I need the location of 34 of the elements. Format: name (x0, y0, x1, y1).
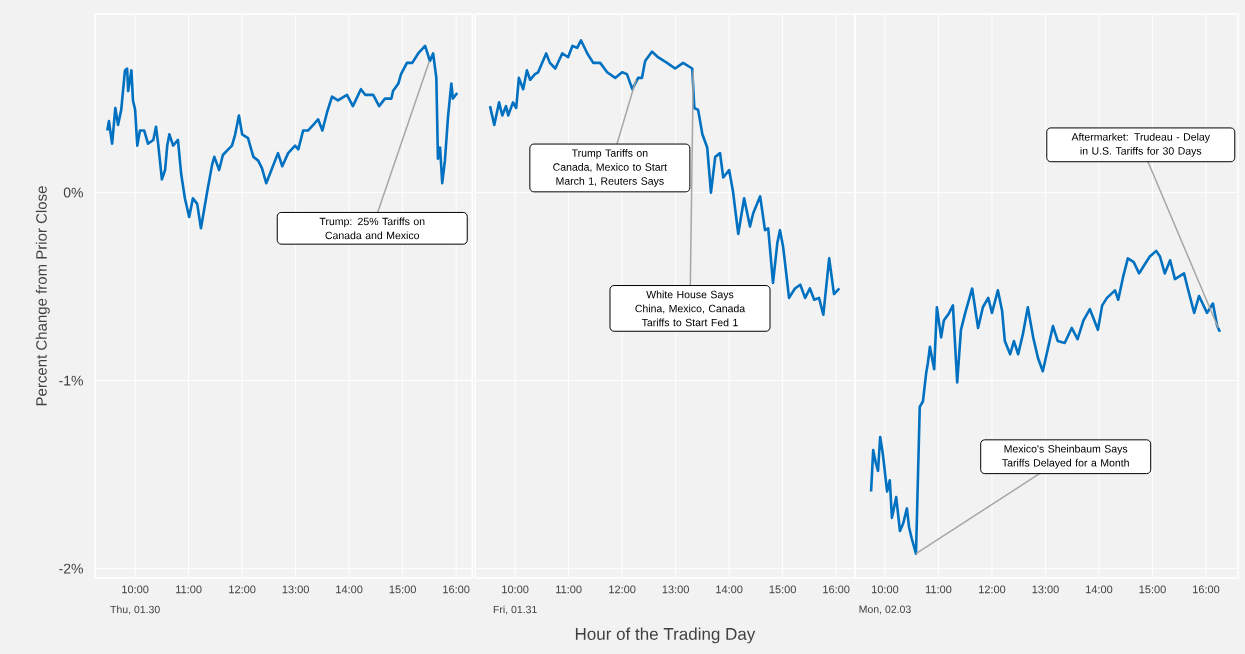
y-tick-label: 0% (63, 187, 83, 198)
x-tick-label: 14:00 (336, 585, 363, 594)
x-tick-label: 13:00 (282, 585, 309, 594)
x-tick-label: 13:00 (1032, 585, 1059, 594)
x-tick-label: 15:00 (389, 585, 416, 594)
annotation: Trump Tariffs on Canada, Mexico to Start March 1, Reuters Says (553, 149, 667, 187)
x-tick-label: 10:00 (502, 585, 529, 594)
x-tick-label: 16:00 (1193, 585, 1220, 594)
x-tick-label: 12:00 (609, 585, 636, 594)
x-tick-label: 15:00 (1139, 585, 1166, 594)
x-tick-label: 11:00 (176, 585, 202, 594)
annotation: Trump: 25% Tariffs on Canada and Mexico (319, 217, 425, 240)
x-tick-label: 10:00 (872, 585, 899, 594)
y-tick-label: -2% (59, 563, 83, 574)
x-tick-label: 15:00 (769, 585, 796, 594)
x-tick-label: 16:00 (823, 585, 850, 594)
x-tick-label: 13:00 (662, 585, 689, 594)
x-tick-label: 12:00 (979, 585, 1006, 594)
y-axis-title: Percent Change from Prior Close (35, 186, 50, 406)
x-tick-label: 10:00 (122, 585, 149, 594)
annotation: Aftermarket: Trudeau - Delay in U.S. Tariffs for 30 Days (1071, 132, 1210, 157)
x-tick-label: 12:00 (229, 585, 256, 594)
x-axis-title: Hour of the Trading Day (575, 627, 756, 644)
text: Fri, 01.31 (493, 605, 537, 615)
y-tick-label: -1% (59, 375, 83, 386)
x-tick-label: 14:00 (716, 585, 743, 594)
x-tick-label: 16:00 (443, 585, 470, 594)
x-tick-label: 11:00 (925, 585, 952, 594)
annotation: Mexico's Sheinbaum Says Tariffs Delayed for a Month (1002, 444, 1129, 469)
x-tick-label: 11:00 (556, 585, 582, 594)
text: Mon, 02.03 (859, 605, 911, 615)
text: Thu, 01.30 (110, 605, 160, 615)
x-tick-label: 14:00 (1086, 585, 1113, 594)
annotation: White House Says China, Mexico, Canada Tariffs to Start Fed 1 (635, 290, 746, 327)
